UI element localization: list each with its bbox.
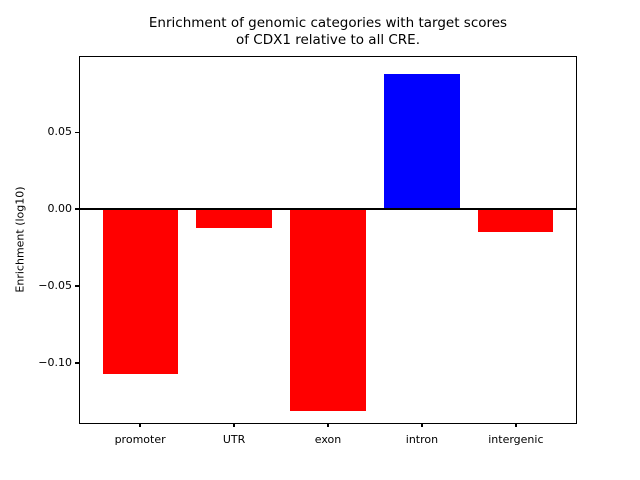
x-tick-label-promoter: promoter <box>114 433 166 446</box>
y-tick-mark <box>75 285 80 287</box>
y-tick-label: −0.10 <box>38 356 72 370</box>
y-tick-mark <box>75 208 80 210</box>
x-tick-mark <box>139 423 141 427</box>
x-tick-mark <box>233 423 235 427</box>
chart-title-line-2: of CDX1 relative to all CRE. <box>235 32 420 48</box>
x-tick-mark <box>515 423 517 427</box>
bar-intergenic <box>478 209 554 233</box>
y-tick-label: 0.00 <box>47 202 73 216</box>
x-tick-mark <box>421 423 423 427</box>
y-tick-label: −0.05 <box>38 279 72 293</box>
y-tick-mark <box>75 362 80 364</box>
chart-title-line-1: Enrichment of genomic categories with ta… <box>148 15 508 31</box>
bar-UTR <box>196 209 272 228</box>
y-tick-label: 0.05 <box>47 125 73 139</box>
bar-exon <box>290 209 366 411</box>
x-tick-label-exon: exon <box>314 433 342 446</box>
x-tick-label-UTR: UTR <box>222 433 246 446</box>
zero-axis-line <box>80 208 576 211</box>
chart-title: Enrichment of genomic categories with ta… <box>80 15 576 49</box>
y-tick-mark <box>75 131 80 134</box>
bar-intron <box>384 73 460 210</box>
x-tick-mark <box>327 423 329 427</box>
bar-promoter <box>102 209 178 374</box>
x-tick-label-intron: intron <box>405 433 439 446</box>
x-tick-label-intergenic: intergenic <box>488 433 544 446</box>
plot-area: promoter UTR exon intron intergenic 0.05 0.00 −… <box>38 56 577 446</box>
